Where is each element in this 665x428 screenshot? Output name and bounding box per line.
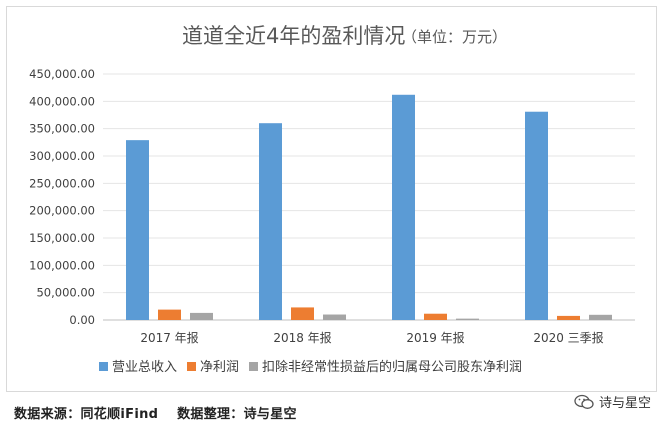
bar-1-4: [525, 111, 548, 320]
x-axis-categories: 2017 年报 2018 年报 2019 年报 2020 三季报: [140, 330, 603, 345]
chart-frame: 道道全近4年的盈利情况 （单位：万元） 0.00 50,000.00 100,000…: [6, 6, 657, 392]
x-category-label: 2020 三季报: [533, 330, 603, 345]
y-tick-label: 200,000.00: [29, 204, 95, 218]
x-category-label: 2019 年报: [406, 330, 464, 345]
bar-3-3: [456, 318, 479, 320]
legend-label: 净利润: [200, 360, 239, 375]
y-tick-label: 400,000.00: [29, 94, 95, 108]
bar-3-1: [190, 312, 213, 320]
wechat-icon: [574, 394, 594, 409]
data-compiler: 数据整理：诗与星空: [177, 407, 297, 422]
bar-2-3: [424, 313, 447, 320]
x-category-label: 2017 年报: [140, 330, 198, 345]
legend-swatch: [187, 362, 196, 371]
y-axis-ticks: 0.00 50,000.00 100,000.00 150,000.00 200,000…: [29, 67, 95, 327]
bar-1-1: [126, 140, 149, 320]
bar-2-2: [291, 307, 314, 320]
x-category-label: 2018 年报: [273, 330, 331, 345]
y-tick-label: 450,000.00: [29, 67, 95, 81]
y-tick-label: 300,000.00: [29, 149, 95, 163]
watermark-text: 诗与星空: [598, 396, 651, 411]
legend: 营业总收入 净利润 扣除非经常性损益后的归属母公司股东净利润: [99, 359, 522, 375]
bar-3-4: [589, 314, 612, 320]
bar-2-1: [158, 309, 181, 320]
gridlines: [103, 73, 635, 321]
chart-title-group: 道道全近4年的盈利情况 （单位：万元）: [182, 24, 507, 48]
y-tick-label: 150,000.00: [29, 231, 95, 245]
y-tick-label: 0.00: [69, 313, 95, 327]
chart-subtitle: （单位：万元）: [402, 28, 507, 46]
bar-1-3: [392, 94, 415, 320]
y-tick-label: 350,000.00: [29, 122, 95, 136]
footer: 数据来源：同花顺iFind 数据整理：诗与星空: [14, 403, 311, 422]
y-tick-label: 250,000.00: [29, 176, 95, 190]
watermark: 诗与星空: [574, 392, 651, 411]
legend-swatch: [99, 362, 108, 371]
bars: [126, 94, 612, 320]
legend-label: 扣除非经常性损益后的归属母公司股东净利润: [262, 359, 522, 375]
bar-1-2: [259, 123, 282, 320]
bar-chart: 道道全近4年的盈利情况 （单位：万元） 0.00 50,000.00 100,000…: [29, 24, 635, 375]
y-tick-label: 50,000.00: [36, 286, 95, 300]
y-tick-label: 100,000.00: [29, 258, 95, 272]
legend-swatch: [249, 362, 258, 371]
bar-3-2: [323, 314, 346, 320]
bar-2-4: [557, 315, 580, 320]
legend-label: 营业总收入: [112, 360, 177, 375]
chart-title: 道道全近4年的盈利情况: [182, 24, 405, 48]
data-source: 数据来源：同花顺iFind: [14, 407, 159, 422]
